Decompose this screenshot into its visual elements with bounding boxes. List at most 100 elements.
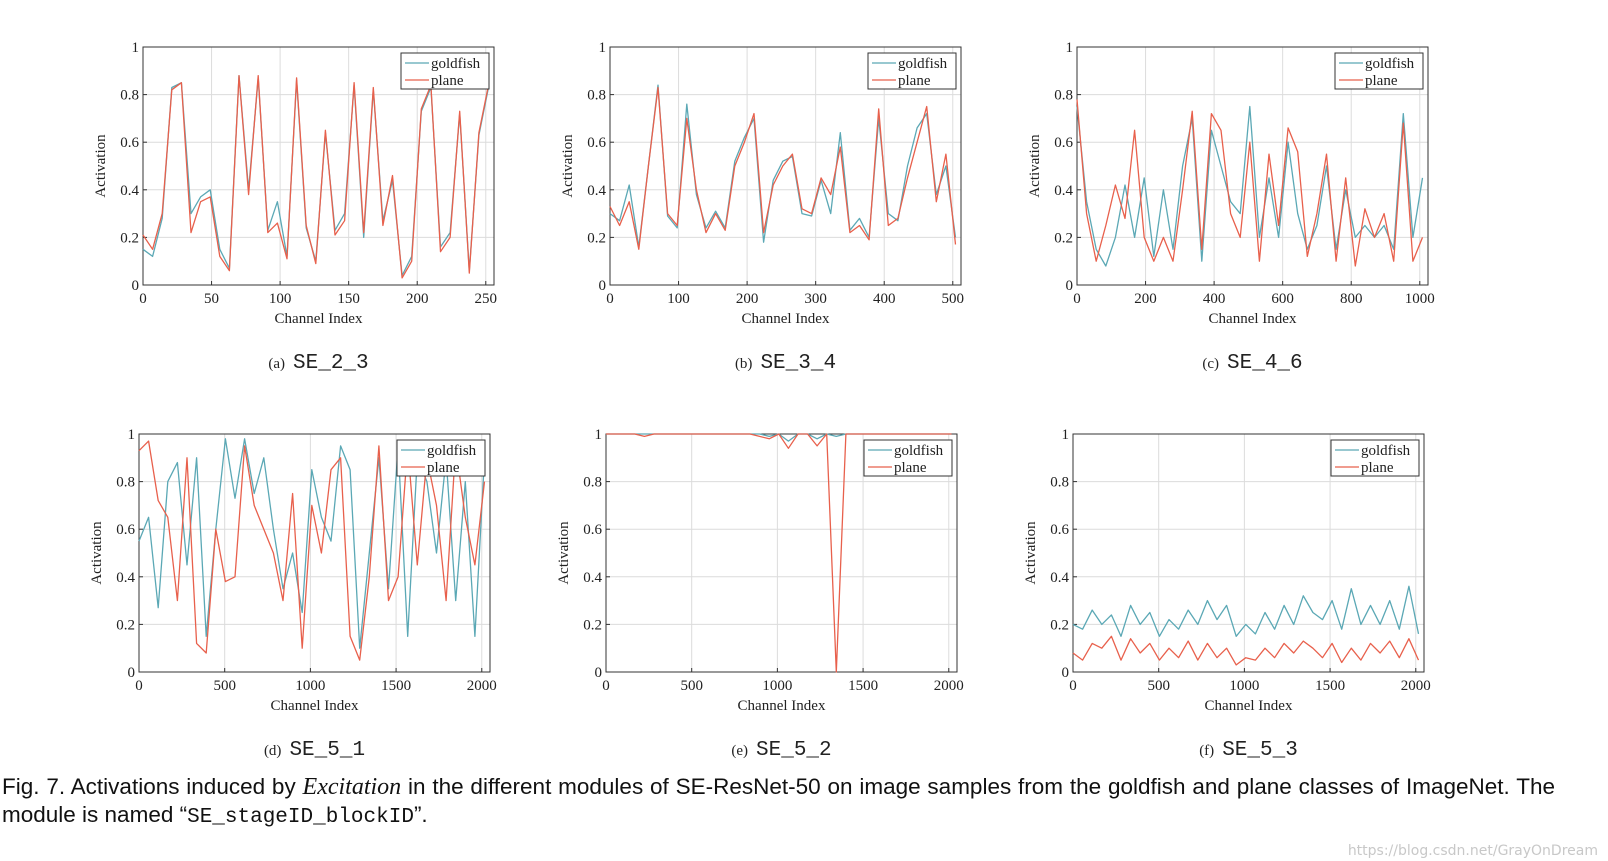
y-tick-label: 0.8 — [1054, 88, 1073, 104]
x-axis-label: Channel Index — [1205, 698, 1293, 714]
y-tick-label: 0.4 — [1050, 570, 1069, 586]
subfigure-caption: (b) SE_3_4 — [735, 352, 836, 375]
x-tick-label: 400 — [1203, 291, 1226, 307]
y-axis-label: Activation — [1023, 521, 1039, 585]
legend-box — [1330, 439, 1420, 477]
subfigure-caption: (d) SE_5_1 — [264, 739, 365, 762]
y-tick-label: 0 — [595, 665, 603, 681]
y-tick-label: 0.6 — [1054, 135, 1073, 151]
x-tick-label: 100 — [667, 291, 690, 307]
x-tick-label: 400 — [873, 291, 896, 307]
legend-label: plane — [1361, 460, 1394, 476]
y-tick-label: 0.6 — [587, 135, 606, 151]
x-tick-label: 0 — [1069, 678, 1077, 694]
y-tick-label: 0.4 — [583, 570, 602, 586]
figure-caption: Fig. 7. Activations induced by Excitatio… — [2, 773, 1555, 832]
subfigure-label: (c) — [1202, 356, 1219, 372]
subfigure-label: (d) — [264, 743, 282, 759]
y-axis-label: Activation — [556, 521, 572, 585]
watermark: https://blog.csdn.net/GrayOnDream — [1347, 843, 1598, 859]
y-tick-label: 0.4 — [116, 570, 135, 586]
x-tick-label: 0 — [602, 678, 610, 694]
figure: 00.20.40.60.810 50 100 150 200 250goldfishpla… — [89, 40, 1435, 762]
plot-frame — [605, 433, 958, 673]
caption-emphasis: Excitation — [302, 774, 402, 800]
y-axis-label: Activation — [93, 134, 109, 198]
legend-label: plane — [431, 73, 464, 89]
x-tick-label: 1000 — [762, 678, 792, 694]
x-tick-label: 500 — [1147, 678, 1170, 694]
x-axis-label: Channel Index — [1209, 311, 1297, 327]
legend-box — [396, 439, 486, 477]
series-line — [1072, 585, 1420, 637]
x-tick-label: 1000 — [295, 678, 325, 694]
y-tick-label: 0.4 — [587, 183, 606, 199]
series-line — [606, 433, 952, 673]
y-tick-label: 0.8 — [583, 475, 602, 491]
y-tick-label: 0 — [1062, 665, 1070, 681]
y-tick-label: 0.2 — [120, 230, 139, 246]
x-tick-label: 200 — [1134, 291, 1157, 307]
x-axis-label: Channel Index — [738, 698, 826, 714]
y-tick-label: 1 — [595, 427, 603, 443]
y-tick-label: 1 — [1062, 427, 1070, 443]
legend-label: plane — [427, 460, 460, 476]
plot-frame — [609, 46, 962, 286]
series-line — [609, 86, 957, 250]
y-tick-label: 1 — [128, 427, 136, 443]
x-tick-label: 800 — [1340, 291, 1363, 307]
subfigure-caption: (a) SE_2_3 — [268, 352, 368, 375]
y-axis-label: Activation — [1027, 134, 1043, 198]
legend-label: goldfish — [431, 56, 481, 72]
subfigure-label: (f) — [1199, 743, 1214, 759]
y-tick-label: 0.8 — [587, 88, 606, 104]
y-tick-label: 0.2 — [583, 617, 602, 633]
plot-frame — [1072, 433, 1425, 673]
y-tick-label: 0.4 — [1054, 183, 1073, 199]
y-tick-label: 1 — [599, 40, 607, 56]
y-tick-label: 0.6 — [120, 135, 139, 151]
x-tick-label: 500 — [213, 678, 236, 694]
x-tick-label: 300 — [804, 291, 827, 307]
caption-text: ”. — [413, 802, 428, 827]
x-tick-label: 1000 — [1229, 678, 1259, 694]
series-line — [1076, 99, 1424, 267]
x-tick-label: 1000 — [1405, 291, 1435, 307]
x-tick-label: 1500 — [1315, 678, 1345, 694]
y-tick-label: 0.4 — [120, 183, 139, 199]
caption-text: Fig. 7. Activations induced by — [2, 774, 303, 799]
x-tick-label: 1500 — [848, 678, 878, 694]
y-tick-label: 0.6 — [583, 522, 602, 538]
x-tick-label: 200 — [736, 291, 759, 307]
legend-label: goldfish — [894, 443, 944, 459]
series-line — [1072, 635, 1420, 666]
subfigure-label: (e) — [731, 743, 748, 759]
subfigure-name: SE_5_1 — [289, 739, 365, 762]
legend-box — [863, 439, 953, 477]
x-axis-label: Channel Index — [742, 311, 830, 327]
legend-label: plane — [898, 73, 931, 89]
series-line — [1076, 105, 1424, 267]
y-tick-label: 0.2 — [116, 617, 135, 633]
x-tick-label: 250 — [475, 291, 498, 307]
subfigure-caption: (e) SE_5_2 — [731, 739, 831, 762]
subfigure-name: SE_5_2 — [756, 739, 832, 762]
caption-text: in the different modules of SE-ResNet-50… — [2, 774, 1555, 827]
y-tick-label: 0.6 — [116, 522, 135, 538]
x-tick-label: 2000 — [467, 678, 497, 694]
x-tick-label: 100 — [269, 291, 292, 307]
legend-box — [400, 52, 490, 90]
y-tick-label: 0.8 — [1050, 475, 1069, 491]
legend-box — [867, 52, 957, 90]
y-tick-label: 1 — [1066, 40, 1074, 56]
x-tick-label: 0 — [606, 291, 614, 307]
legend-box — [1334, 52, 1424, 90]
x-tick-label: 2000 — [1401, 678, 1431, 694]
x-tick-label: 500 — [942, 291, 965, 307]
subfigure-label: (b) — [735, 356, 753, 372]
x-tick-label: 0 — [135, 678, 143, 694]
subfigure-name: SE_2_3 — [293, 352, 369, 375]
legend-label: goldfish — [427, 443, 477, 459]
y-tick-label: 0.8 — [116, 475, 135, 491]
